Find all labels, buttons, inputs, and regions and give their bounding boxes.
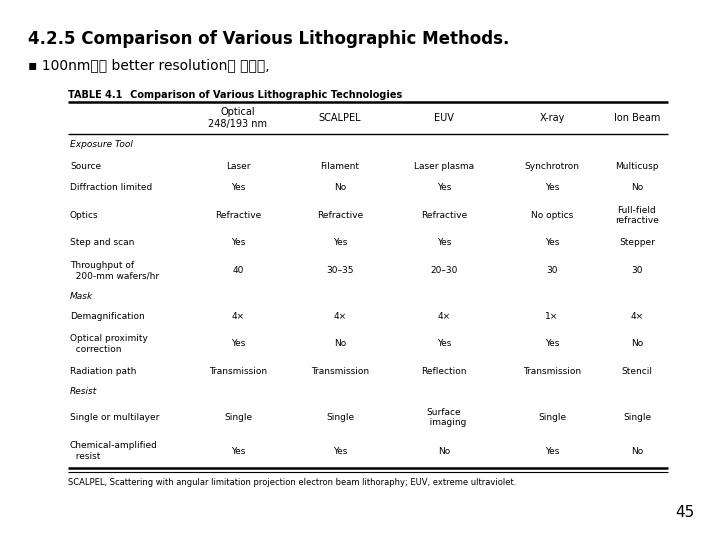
Text: Multicusp: Multicusp (616, 161, 659, 171)
Text: Yes: Yes (437, 183, 451, 192)
Text: X-ray: X-ray (539, 113, 564, 123)
Text: Stencil: Stencil (621, 367, 652, 376)
Text: No: No (334, 183, 346, 192)
Text: Optics: Optics (70, 211, 99, 220)
Text: Surface
   imaging: Surface imaging (421, 408, 467, 427)
Text: 4×: 4× (631, 312, 644, 321)
Text: SCALPEL: SCALPEL (319, 113, 361, 123)
Text: Chemical-amplified
  resist: Chemical-amplified resist (70, 441, 158, 461)
Text: Single or multilayer: Single or multilayer (70, 413, 159, 422)
Text: EUV: EUV (434, 113, 454, 123)
Text: Yes: Yes (437, 238, 451, 247)
Text: Yes: Yes (437, 340, 451, 348)
Text: Yes: Yes (333, 238, 347, 247)
Text: 45: 45 (676, 505, 695, 520)
Text: 4×: 4× (231, 312, 245, 321)
Text: Comparison of Various Lithographic Technologies: Comparison of Various Lithographic Techn… (120, 90, 402, 100)
Text: Synchrotron: Synchrotron (524, 161, 580, 171)
Text: 20–30: 20–30 (431, 266, 458, 275)
Text: Resist: Resist (70, 387, 97, 396)
Text: Mask: Mask (70, 292, 94, 301)
Text: Single: Single (224, 413, 252, 422)
Text: No: No (334, 340, 346, 348)
Text: Radiation path: Radiation path (70, 367, 136, 376)
Text: Refractive: Refractive (317, 211, 363, 220)
Text: Transmission: Transmission (311, 367, 369, 376)
Text: Optical proximity
  correction: Optical proximity correction (70, 334, 148, 354)
Text: 30: 30 (546, 266, 558, 275)
Text: 30: 30 (631, 266, 643, 275)
Text: 1×: 1× (545, 312, 559, 321)
Text: No: No (438, 447, 450, 456)
Text: 4.2.5 Comparison of Various Lithographic Methods.: 4.2.5 Comparison of Various Lithographic… (28, 30, 509, 48)
Text: No: No (631, 183, 643, 192)
Text: 4×: 4× (438, 312, 451, 321)
Text: Full-field
refractive: Full-field refractive (615, 206, 659, 225)
Text: Ion Beam: Ion Beam (614, 113, 660, 123)
Text: Refractive: Refractive (215, 211, 261, 220)
Text: SCALPEL, Scattering with angular limitation projection electron beam lithoraphy;: SCALPEL, Scattering with angular limitat… (68, 478, 516, 487)
Text: TABLE 4.1: TABLE 4.1 (68, 90, 122, 100)
Text: Demagnification: Demagnification (70, 312, 145, 321)
Text: Reflection: Reflection (421, 367, 467, 376)
Text: Step and scan: Step and scan (70, 238, 135, 247)
Text: Yes: Yes (545, 183, 559, 192)
Text: Yes: Yes (231, 183, 246, 192)
Text: Transmission: Transmission (523, 367, 581, 376)
Text: Diffraction limited: Diffraction limited (70, 183, 152, 192)
Text: 30–35: 30–35 (326, 266, 354, 275)
Text: Yes: Yes (545, 340, 559, 348)
Text: Single: Single (623, 413, 651, 422)
Text: Exposure Tool: Exposure Tool (70, 140, 133, 149)
Text: Yes: Yes (231, 238, 246, 247)
Text: 4×: 4× (333, 312, 346, 321)
Text: Yes: Yes (545, 447, 559, 456)
Text: Stepper: Stepper (619, 238, 655, 247)
Text: No: No (631, 340, 643, 348)
Text: Laser plasma: Laser plasma (414, 161, 474, 171)
Text: Yes: Yes (545, 238, 559, 247)
Text: Yes: Yes (231, 447, 246, 456)
Text: No optics: No optics (531, 211, 573, 220)
Text: Single: Single (326, 413, 354, 422)
Text: Optical
248/193 nm: Optical 248/193 nm (209, 107, 268, 129)
Text: No: No (631, 447, 643, 456)
Text: Single: Single (538, 413, 566, 422)
Text: ▪ 100nm혹은 better resolution에 대하여,: ▪ 100nm혹은 better resolution에 대하여, (28, 58, 269, 72)
Text: Source: Source (70, 161, 101, 171)
Text: Throughput of
  200-mm wafers/hr: Throughput of 200-mm wafers/hr (70, 261, 159, 280)
Text: Laser: Laser (226, 161, 251, 171)
Text: 40: 40 (233, 266, 243, 275)
Text: Refractive: Refractive (421, 211, 467, 220)
Text: Yes: Yes (333, 447, 347, 456)
Text: Filament: Filament (320, 161, 359, 171)
Text: Transmission: Transmission (209, 367, 267, 376)
Text: Yes: Yes (231, 340, 246, 348)
